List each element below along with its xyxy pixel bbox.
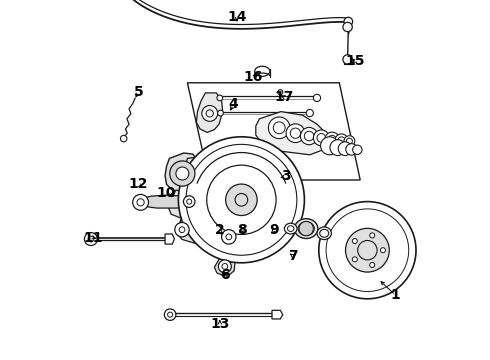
Circle shape [176,167,189,180]
Circle shape [299,221,314,236]
Text: 13: 13 [210,317,229,331]
Circle shape [352,257,357,262]
Circle shape [170,161,195,186]
Polygon shape [256,112,324,155]
Circle shape [330,140,346,156]
Circle shape [320,137,339,155]
Circle shape [183,196,195,207]
Polygon shape [187,83,360,180]
Polygon shape [138,195,193,208]
Text: 8: 8 [237,224,247,237]
Polygon shape [165,234,174,244]
Text: 17: 17 [275,90,294,104]
Polygon shape [196,93,222,132]
Ellipse shape [255,66,270,76]
Text: 3: 3 [282,170,291,183]
Circle shape [306,109,314,117]
Circle shape [226,184,257,216]
Circle shape [218,110,223,116]
Text: 7: 7 [288,249,297,262]
Circle shape [319,202,416,299]
Circle shape [335,134,348,147]
Circle shape [369,233,375,238]
Circle shape [353,145,362,154]
Circle shape [314,94,320,102]
Circle shape [300,127,318,145]
Circle shape [84,233,98,246]
Circle shape [278,90,283,95]
Circle shape [325,132,339,147]
Polygon shape [165,153,200,193]
Polygon shape [272,310,283,319]
Text: 5: 5 [134,85,144,99]
Circle shape [133,194,148,210]
Circle shape [338,142,352,156]
Circle shape [343,55,352,64]
Polygon shape [176,218,234,246]
Text: 15: 15 [345,54,365,68]
Text: 10: 10 [157,186,176,199]
Polygon shape [215,258,235,275]
Ellipse shape [317,227,331,240]
Text: 6: 6 [220,269,230,282]
Circle shape [164,309,176,320]
Circle shape [286,124,305,143]
Circle shape [369,262,375,267]
Polygon shape [168,190,198,218]
Circle shape [219,260,231,273]
Circle shape [121,135,127,142]
Circle shape [344,136,355,147]
Circle shape [178,137,304,263]
Circle shape [345,228,389,272]
Circle shape [202,105,218,121]
Text: 16: 16 [243,71,263,84]
Text: 14: 14 [227,10,247,24]
Ellipse shape [298,222,314,235]
Ellipse shape [294,219,318,239]
Circle shape [352,239,357,244]
Circle shape [221,230,236,244]
Text: 12: 12 [128,177,147,190]
Text: 4: 4 [229,98,238,111]
Circle shape [175,222,189,237]
Text: 1: 1 [391,288,400,302]
Circle shape [344,17,353,26]
Ellipse shape [284,223,297,234]
Polygon shape [274,87,287,98]
Circle shape [269,117,290,139]
Circle shape [380,248,386,253]
Text: 2: 2 [215,224,225,237]
Circle shape [343,22,352,32]
Polygon shape [184,157,223,194]
Circle shape [346,144,357,155]
Circle shape [217,95,222,101]
Circle shape [314,130,329,146]
Text: 9: 9 [269,224,279,237]
Text: 11: 11 [83,231,103,244]
